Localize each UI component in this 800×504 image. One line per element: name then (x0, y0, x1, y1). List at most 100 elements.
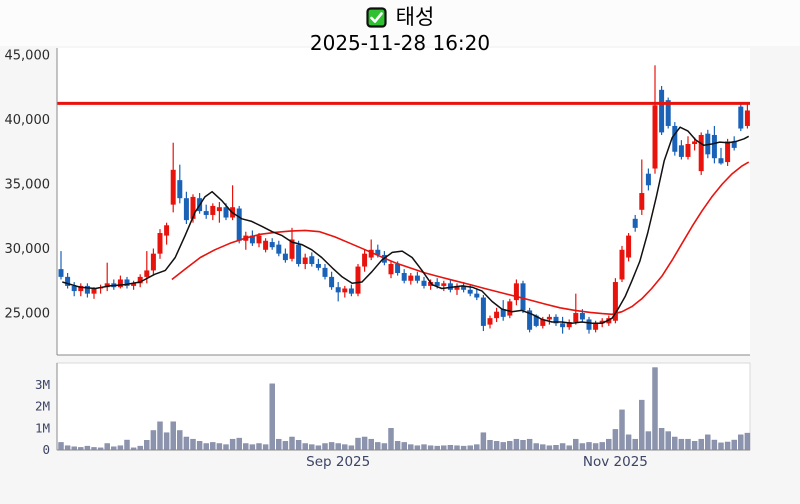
volume-bar (361, 436, 368, 451)
volume-bar (163, 432, 170, 451)
volume-bar (414, 445, 421, 451)
candle-down (348, 288, 354, 294)
candle-up (91, 288, 97, 294)
candle-up (566, 322, 572, 328)
candle-down (467, 289, 473, 294)
volume-bar (487, 440, 493, 451)
candle-up (599, 320, 605, 324)
volume-bar (540, 444, 546, 451)
volume-bar (335, 443, 341, 451)
volume-bar (678, 438, 685, 451)
volume-bar (625, 434, 632, 451)
candle-down (738, 106, 744, 129)
candle-up (639, 193, 645, 210)
volume-bar (243, 443, 249, 451)
candle-down (124, 279, 130, 286)
candle-up (355, 266, 361, 294)
volume-bar (117, 445, 124, 451)
volume-bar (315, 445, 322, 451)
candle-down (414, 275, 420, 281)
candle-up (441, 283, 447, 286)
volume-bar (559, 443, 566, 451)
volume-bar (731, 439, 737, 451)
volume-axis-label: 0 (42, 442, 50, 457)
candle-up (263, 240, 269, 250)
candle-up (652, 105, 658, 169)
volume-bar (658, 428, 665, 451)
volume-bar (533, 443, 539, 451)
candle-down (276, 244, 282, 254)
volume-bar (381, 443, 388, 451)
volume-bar (262, 444, 269, 451)
volume-bar (144, 440, 150, 451)
volume-bar (137, 445, 143, 451)
chart-datetime: 2025-11-28 16:20 (309, 31, 491, 55)
candle-up (150, 253, 156, 271)
candle-down (315, 263, 321, 268)
volume-bar (375, 442, 381, 451)
candle-down (269, 242, 275, 248)
volume-bar (269, 383, 275, 451)
candle-down (434, 282, 440, 286)
x-axis-label: Nov 2025 (583, 454, 648, 470)
volume-axis-label: 3M (35, 377, 50, 392)
volume-bar (606, 438, 612, 451)
candle-up (289, 239, 295, 259)
volume-bar (566, 445, 572, 451)
volume-bar (718, 442, 724, 451)
candle-down (560, 323, 566, 328)
candle-up (692, 141, 698, 145)
candle-up (626, 235, 632, 258)
volume-bar (388, 428, 394, 451)
candle-up (144, 270, 150, 277)
candle-up (342, 288, 348, 293)
candle-up (117, 279, 123, 288)
volume-bar (104, 443, 110, 451)
stock-title: 태성 (395, 4, 435, 29)
volume-bar (203, 443, 209, 451)
candle-down (480, 297, 486, 326)
candle-up (454, 285, 460, 290)
volume-axis-label: 1M (35, 420, 50, 435)
volume-bar (546, 445, 553, 451)
volume-bar (249, 444, 256, 451)
candle-down (678, 145, 684, 157)
volume-bar (520, 440, 526, 451)
title-row: 태성 (0, 0, 800, 30)
candle-up (362, 253, 368, 267)
candle-down (474, 293, 480, 298)
candle-down (421, 280, 427, 286)
volume-bar (493, 441, 500, 451)
price-axis-label: 25,000 (5, 307, 51, 322)
volume-bar (645, 431, 652, 451)
volume-bar (421, 444, 427, 451)
volume-bar (124, 439, 130, 451)
volume-bar (573, 438, 579, 451)
candle-down (309, 256, 315, 264)
volume-bar (183, 436, 190, 451)
volume-bar (210, 442, 216, 451)
volume-bar (526, 438, 533, 451)
volume-bar (401, 442, 407, 451)
candle-up (104, 283, 110, 288)
candle-up (157, 233, 163, 254)
volume-bar (599, 442, 605, 451)
candle-up (593, 323, 599, 330)
x-axis-label: Sep 2025 (306, 454, 370, 470)
candle-down (731, 141, 737, 148)
volume-bar (441, 445, 447, 451)
volume-bar (691, 441, 698, 451)
volume-bar (236, 437, 242, 451)
candle-down (718, 158, 724, 164)
candle-down (553, 316, 559, 324)
volume-bar (698, 438, 704, 451)
volume-bar (553, 445, 559, 451)
price-axis-label: 30,000 (5, 242, 51, 257)
candle-up (388, 263, 394, 275)
volume-bar (705, 434, 711, 451)
volume-bar (58, 442, 64, 451)
checkbox-icon (366, 6, 387, 28)
volume-bar (295, 440, 302, 451)
